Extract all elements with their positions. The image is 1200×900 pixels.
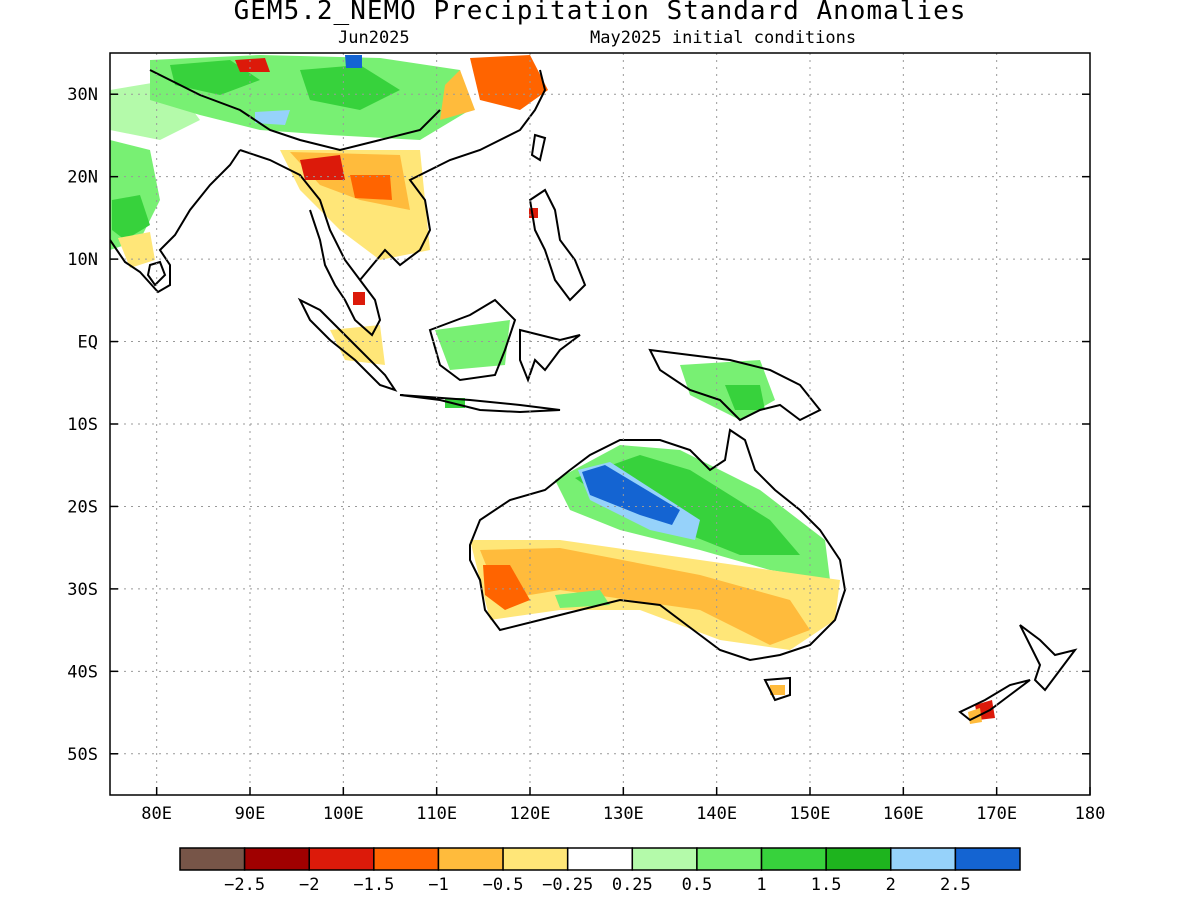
coast-indochina — [239, 69, 547, 337]
anomaly-indochina-red2 — [350, 175, 392, 200]
coast-india — [110, 149, 241, 294]
coast-sumatra — [297, 297, 398, 392]
coast-sulawesi — [519, 328, 581, 383]
anomaly-tibet-darkgreen — [170, 60, 260, 95]
lon-tick-label: 150E — [790, 804, 831, 824]
lat-tick-label: 10N — [67, 250, 98, 270]
lat-tick-label: 30N — [67, 85, 98, 105]
coast-borneo — [428, 298, 517, 382]
coast-newzealand-south — [958, 679, 1031, 722]
coast-srilanka — [146, 260, 167, 287]
lon-tick-label: 100E — [323, 804, 364, 824]
anomaly-tibet-red — [235, 58, 270, 72]
lat-tick-label: 40S — [67, 662, 98, 682]
colorbar-swatch — [825, 847, 892, 871]
lon-tick-label: 80E — [141, 804, 172, 824]
lat-tick-label: EQ — [78, 333, 98, 353]
lon-tick-label: 160E — [883, 804, 924, 824]
anomaly-australia-blue — [582, 465, 680, 525]
colorbar-label: 1.5 — [811, 875, 842, 895]
coast-australia — [469, 428, 847, 662]
anomaly-fields — [110, 55, 995, 724]
coast-philippines — [528, 188, 587, 302]
coast-newguinea — [648, 348, 822, 422]
colorbar-swatch — [437, 847, 504, 871]
colorbar: −2.5 −2 −1.5 −1 −0.5 −0.25 0.25 0.5 1 1.5 2 2.5 — [179, 847, 1021, 895]
coastlines — [110, 69, 1078, 722]
lon-tick-label: 110E — [416, 804, 457, 824]
anomaly-tibet-lightblue — [255, 110, 290, 125]
anomaly-india-darkgreen — [112, 195, 150, 240]
chart-title: GEM5.2_NEMO Precipitation Standard Anoma… — [233, 0, 967, 26]
lat-tick-label: 50S — [67, 745, 98, 765]
colorbar-label: −2 — [299, 875, 319, 895]
anomaly-tibet-blue — [345, 55, 362, 68]
anomaly-australia-green-south — [555, 590, 610, 608]
lon-tick-label: 130E — [603, 804, 644, 824]
lat-tick-label: 20N — [67, 168, 98, 188]
colorbar-label: −1 — [428, 875, 448, 895]
colorbar-label: −1.5 — [353, 875, 394, 895]
colorbar-label: −0.5 — [483, 875, 524, 895]
coast-tasmania — [763, 676, 791, 702]
anomaly-australia-darkorange — [483, 565, 530, 610]
colorbar-swatch — [243, 847, 310, 871]
colorbar-swatch — [308, 847, 375, 871]
forecast-month: Jun2025 — [338, 28, 410, 48]
anomaly-sumatra-red — [353, 292, 365, 305]
colorbar-swatch — [631, 847, 698, 871]
anomaly-newguinea-darkgreen — [725, 385, 765, 410]
colorbar-label: 2.5 — [940, 875, 971, 895]
lat-tick-label: 10S — [67, 415, 98, 435]
coast-taiwan — [530, 133, 547, 162]
anomaly-eastchina-orange — [470, 55, 548, 110]
colorbar-label: −0.25 — [542, 875, 593, 895]
colorbar-label: −2.5 — [224, 875, 265, 895]
lon-tick-label: 170E — [976, 804, 1017, 824]
lon-tick-label: 140E — [696, 804, 737, 824]
graticule — [110, 53, 1090, 795]
colorbar-swatch — [760, 847, 827, 871]
anomaly-sumatra-yellow — [330, 325, 385, 365]
colorbar-swatch — [566, 847, 634, 871]
coast-java — [399, 394, 561, 414]
lon-tick-label: 120E — [510, 804, 551, 824]
anomaly-borneo-green — [435, 320, 510, 370]
colorbar-swatch — [373, 847, 440, 871]
axis-ticks: 80E 90E 100E 110E 120E 130E 140E 150E 160E 170E 18… — [67, 85, 1105, 824]
colorbar-label: 1 — [756, 875, 766, 895]
anomaly-indochina-red — [300, 155, 345, 180]
lon-tick-label: 180 — [1075, 804, 1106, 824]
anomaly-tasmania-orange — [770, 685, 785, 695]
coast-newzealand-north — [1019, 624, 1078, 692]
anomaly-tibet-darkgreen2 — [300, 65, 400, 110]
colorbar-swatch — [502, 847, 569, 871]
initial-conditions: May2025 initial conditions — [590, 28, 857, 48]
colorbar-swatch — [954, 847, 1021, 871]
colorbar-label: 2 — [886, 875, 896, 895]
colorbar-swatch — [696, 847, 763, 871]
anomaly-india-yellow — [118, 232, 155, 268]
colorbar-swatch — [179, 847, 246, 871]
lat-tick-label: 20S — [67, 497, 98, 517]
anomaly-eastchina-yellow — [440, 70, 475, 120]
coast-china-border — [149, 69, 441, 152]
lat-tick-label: 30S — [67, 580, 98, 600]
lon-tick-label: 90E — [235, 804, 266, 824]
colorbar-label: 0.25 — [612, 875, 653, 895]
colorbar-label: 0.5 — [682, 875, 713, 895]
anomaly-australia-orange — [480, 548, 810, 645]
colorbar-swatch — [890, 847, 957, 871]
